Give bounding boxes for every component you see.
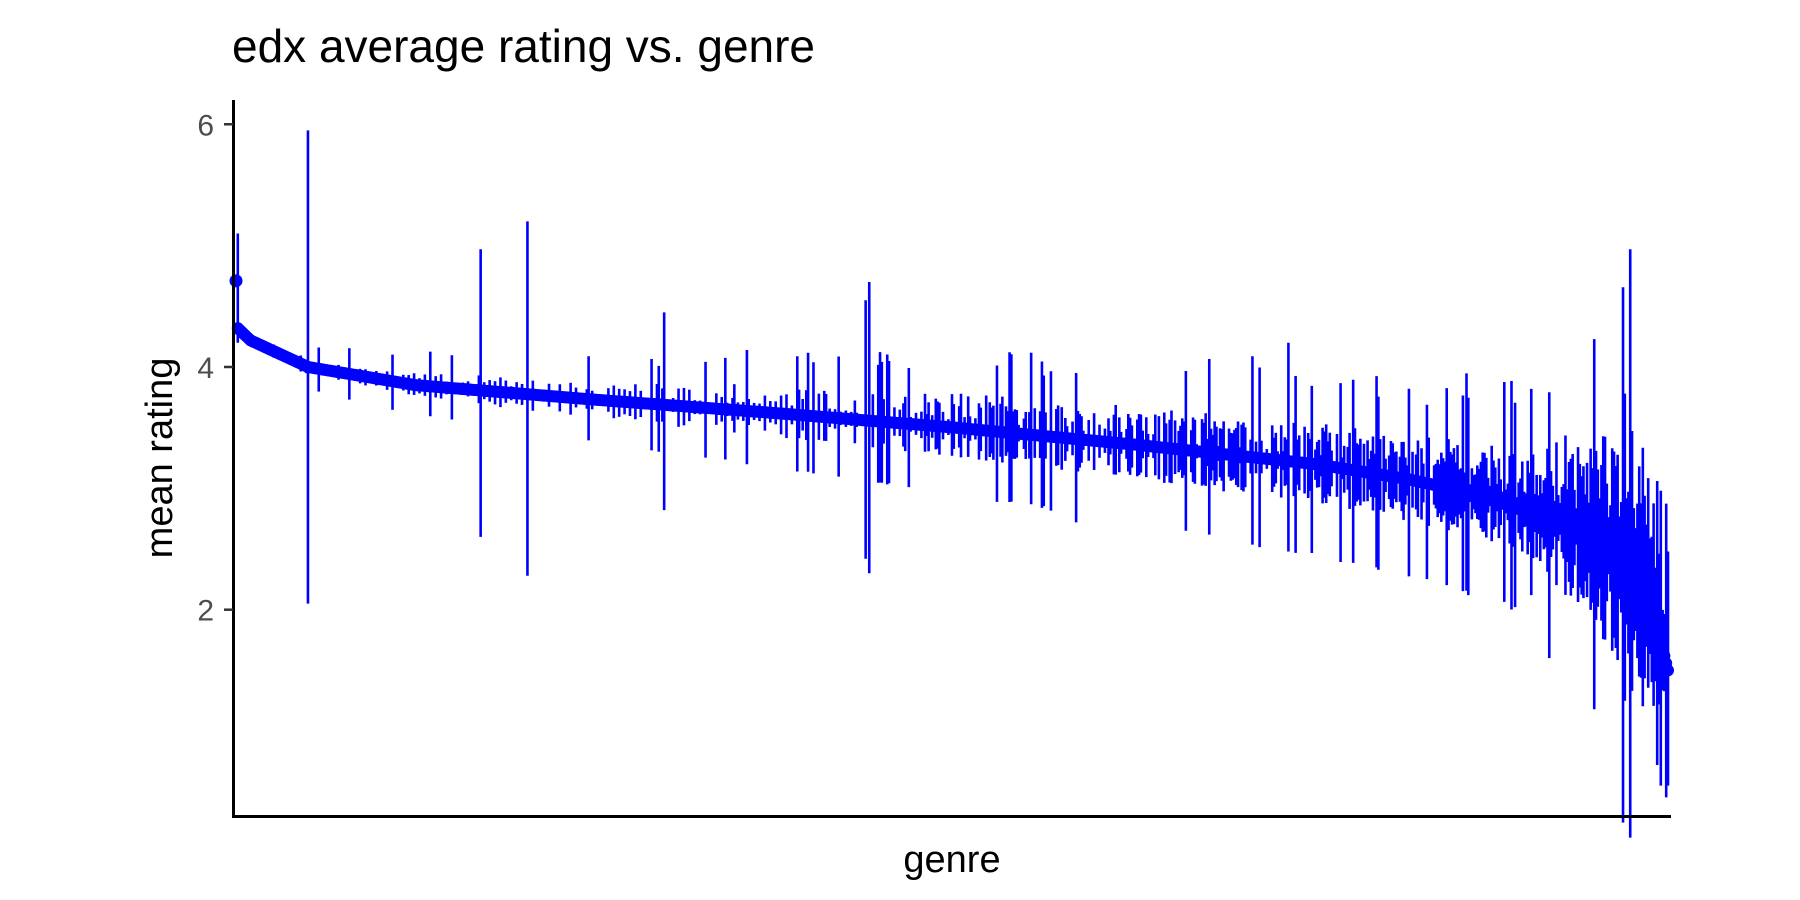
error-bars — [234, 130, 1670, 838]
y-tick-label: 6 — [197, 109, 214, 142]
y-axis-ticks: 2 4 6 — [197, 109, 233, 628]
y-tick-label: 2 — [197, 595, 214, 628]
y-tick-label: 4 — [197, 352, 214, 385]
y-axis-label: mean rating — [139, 358, 181, 559]
x-axis-label: genre — [903, 839, 1000, 881]
chart-title: edx average rating vs. genre — [232, 20, 815, 72]
mean-point — [1662, 664, 1674, 677]
mean-points — [229, 274, 1674, 677]
plot-area — [229, 130, 1674, 838]
mean-point — [229, 274, 243, 288]
